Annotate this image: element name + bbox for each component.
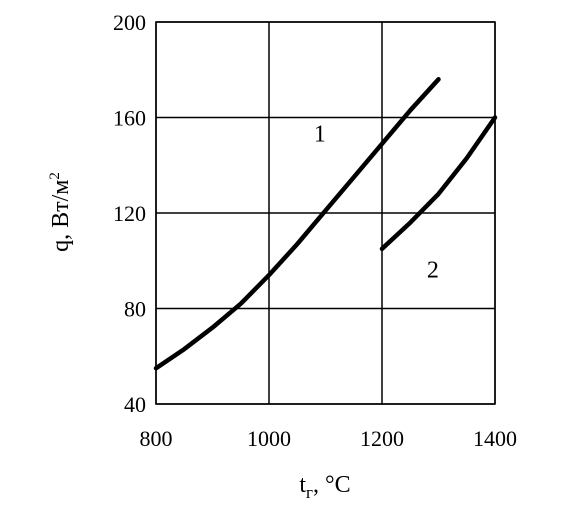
curves: [153, 77, 498, 371]
plot-frame: [155, 21, 496, 405]
x-axis-title: tг, °C: [299, 472, 350, 502]
y-tick-label: 120: [113, 201, 146, 226]
y-axis-title-superscript: 2: [47, 172, 63, 180]
x-tick-label: 1400: [473, 426, 517, 451]
y-tick-label: 200: [113, 10, 146, 35]
curve-labels: 12: [314, 121, 439, 283]
y-tick-label: 40: [124, 392, 146, 417]
x-axis-title-subscript: г: [306, 483, 313, 502]
x-tick-label: 800: [140, 426, 173, 451]
x-tick-labels: 800 1000 1200 1400: [140, 426, 518, 451]
series-line-2: [379, 115, 498, 252]
y-axis-title: q, Вт/м2: [47, 172, 74, 252]
curve-label-2: 2: [427, 257, 439, 283]
y-tick-label: 160: [113, 106, 146, 131]
x-tick-label: 1000: [247, 426, 291, 451]
y-tick-labels: 40 80 120 160 200: [113, 10, 146, 417]
series-line-1: [153, 77, 441, 371]
y-tick-label: 80: [124, 297, 146, 322]
curve-label-1: 1: [314, 121, 326, 147]
x-tick-label: 1200: [360, 426, 404, 451]
